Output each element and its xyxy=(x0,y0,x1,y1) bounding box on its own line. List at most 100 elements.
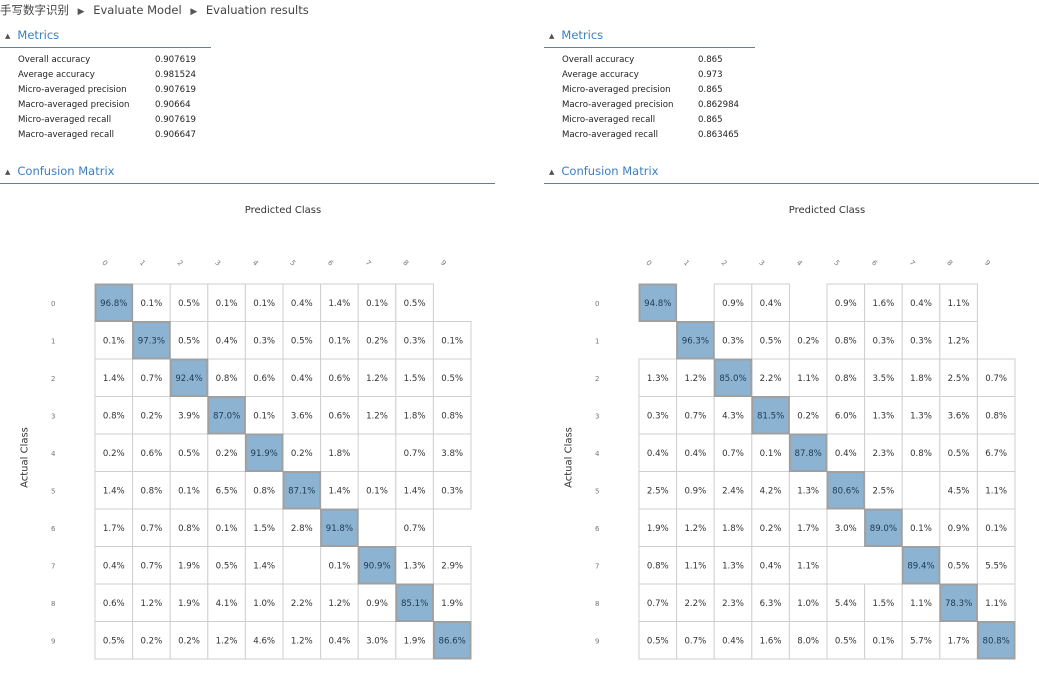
metrics-section-divider xyxy=(544,47,755,48)
matrix-cell xyxy=(432,471,472,510)
matrix-cell xyxy=(864,621,903,660)
actual-class-tick: 0 xyxy=(595,300,599,308)
matrix-cell xyxy=(826,621,866,660)
matrix-diagonal-value: 94.8% xyxy=(644,299,671,309)
matrix-cell xyxy=(901,621,941,660)
confusion-matrix-section-toggle[interactable]: ▲ Confusion Matrix xyxy=(544,164,658,182)
matrix-diagonal-cell xyxy=(751,396,790,435)
matrix-cell-value: 0.8% xyxy=(103,411,125,421)
matrix-cell-value: 0.4% xyxy=(291,299,313,309)
matrix-cell xyxy=(976,546,1016,585)
predicted-class-tick: 8 xyxy=(401,259,410,268)
matrix-cell xyxy=(432,358,472,397)
matrix-cell xyxy=(357,621,397,660)
matrix-cell-value: 0.1% xyxy=(760,449,782,459)
metric-value: 0.981524 xyxy=(155,70,197,80)
matrix-cell-value: 2.2% xyxy=(684,599,706,609)
matrix-diagonal-cell xyxy=(638,283,678,322)
matrix-cell-value: 1.2% xyxy=(216,636,238,646)
predicted-class-tick: 2 xyxy=(176,259,185,268)
breadcrumb-item-experiment[interactable]: 手写数字识别 xyxy=(0,3,69,17)
collapse-triangle-icon: ▲ xyxy=(5,32,11,40)
chevron-right-icon: ▶ xyxy=(190,7,198,17)
matrix-cell xyxy=(94,358,134,397)
matrix-cell-value: 0.1% xyxy=(216,524,238,534)
matrix-cell-value: 2.3% xyxy=(872,449,894,459)
matrix-cell-value: 0.5% xyxy=(103,636,125,646)
matrix-diagonal-cell xyxy=(320,508,359,547)
matrix-cell-value: 1.5% xyxy=(253,524,275,534)
predicted-class-tick: 9 xyxy=(439,259,448,268)
metric-label: Micro-averaged recall xyxy=(562,115,656,125)
matrix-cell-value: 1.3% xyxy=(797,486,819,496)
matrix-cell xyxy=(320,546,359,585)
matrix-cell-value: 5.7% xyxy=(910,636,932,646)
matrix-cell-value: 1.0% xyxy=(253,599,275,609)
matrix-cell xyxy=(788,621,828,660)
matrix-cell-value: 0.4% xyxy=(760,561,782,571)
matrix-cell-value: 1.3% xyxy=(722,561,744,571)
matrix-cell-value: 0.5% xyxy=(441,374,463,384)
matrix-cell xyxy=(244,471,284,510)
matrix-cell-value: 1.5% xyxy=(404,374,426,384)
matrix-cell-value: 3.0% xyxy=(366,636,388,646)
metrics-section-toggle[interactable]: ▲ Metrics xyxy=(0,28,59,46)
confusion-matrix-section-toggle[interactable]: ▲ Confusion Matrix xyxy=(0,164,114,182)
confusion-matrix: 0 1 2 3 4 5 6 7 8 9 0 1 2 3 4 5 6 7 8 9 0.9% 0.4% 0.9% 1.6% 0.4%… xyxy=(595,259,1016,660)
matrix-cell-value: 1.1% xyxy=(985,599,1007,609)
matrix-cell xyxy=(901,321,941,360)
matrix-cell-value: 0.2% xyxy=(366,336,388,346)
metrics-section-toggle[interactable]: ▲ Metrics xyxy=(544,28,603,46)
matrix-cell-value: 6.0% xyxy=(835,411,857,421)
matrix-cell-value: 1.4% xyxy=(328,486,350,496)
matrix-diagonal-cell xyxy=(94,283,134,322)
matrix-cell-value: 0.1% xyxy=(366,299,388,309)
matrix-cell xyxy=(976,396,1016,435)
actual-class-tick: 9 xyxy=(51,637,55,645)
matrix-cell-value: 1.7% xyxy=(948,636,970,646)
metric-label: Micro-averaged precision xyxy=(562,85,671,95)
matrix-cell xyxy=(676,433,715,472)
matrix-cell-value: 0.1% xyxy=(366,486,388,496)
matrix-cell-value: 0.3% xyxy=(404,336,426,346)
matrix-cell-value: 1.6% xyxy=(872,299,894,309)
matrix-cell-value: 1.6% xyxy=(760,636,782,646)
predicted-class-tick: 5 xyxy=(832,259,841,268)
matrix-cell xyxy=(864,583,903,622)
matrix-cell-value: 1.3% xyxy=(872,411,894,421)
matrix-cell xyxy=(94,583,134,622)
matrix-cell-value: 0.5% xyxy=(291,336,313,346)
matrix-cell xyxy=(395,508,434,547)
matrix-cell-value: 1.1% xyxy=(797,374,819,384)
matrix-cell xyxy=(244,283,284,322)
matrix-cell xyxy=(939,321,978,360)
matrix-cell xyxy=(638,471,678,510)
matrix-cell xyxy=(207,283,246,322)
matrix-diagonal-value: 89.0% xyxy=(870,524,897,534)
matrix-cell xyxy=(94,508,134,547)
matrix-cell-value: 0.7% xyxy=(684,636,706,646)
matrix-diagonal-value: 87.8% xyxy=(795,449,822,459)
metric-value: 0.863465 xyxy=(698,130,740,140)
matrix-cell xyxy=(132,396,171,435)
matrix-cell xyxy=(901,396,941,435)
matrix-cell-value: 1.1% xyxy=(684,561,706,571)
matrix-cell xyxy=(169,546,209,585)
matrix-cell-value: 0.7% xyxy=(684,411,706,421)
matrix-cell xyxy=(357,471,397,510)
metric-value: 0.862984 xyxy=(698,100,740,110)
matrix-cell-value: 0.1% xyxy=(140,299,162,309)
matrix-cell-value: 0.7% xyxy=(647,599,669,609)
matrix-cell xyxy=(826,583,866,622)
matrix-cell-value: 0.3% xyxy=(647,411,669,421)
matrix-cell xyxy=(207,471,246,510)
matrix-cell-value: 0.3% xyxy=(253,336,275,346)
matrix-cell-value: 1.2% xyxy=(366,411,388,421)
matrix-cell-value: 0.8% xyxy=(647,561,669,571)
matrix-cell xyxy=(132,621,171,660)
matrix-cell-value: 2.5% xyxy=(948,374,970,384)
actual-class-tick: 3 xyxy=(595,412,599,420)
matrix-cell xyxy=(169,621,209,660)
metric-label: Overall accuracy xyxy=(562,55,635,65)
breadcrumb-item-module[interactable]: Evaluate Model xyxy=(93,3,182,17)
